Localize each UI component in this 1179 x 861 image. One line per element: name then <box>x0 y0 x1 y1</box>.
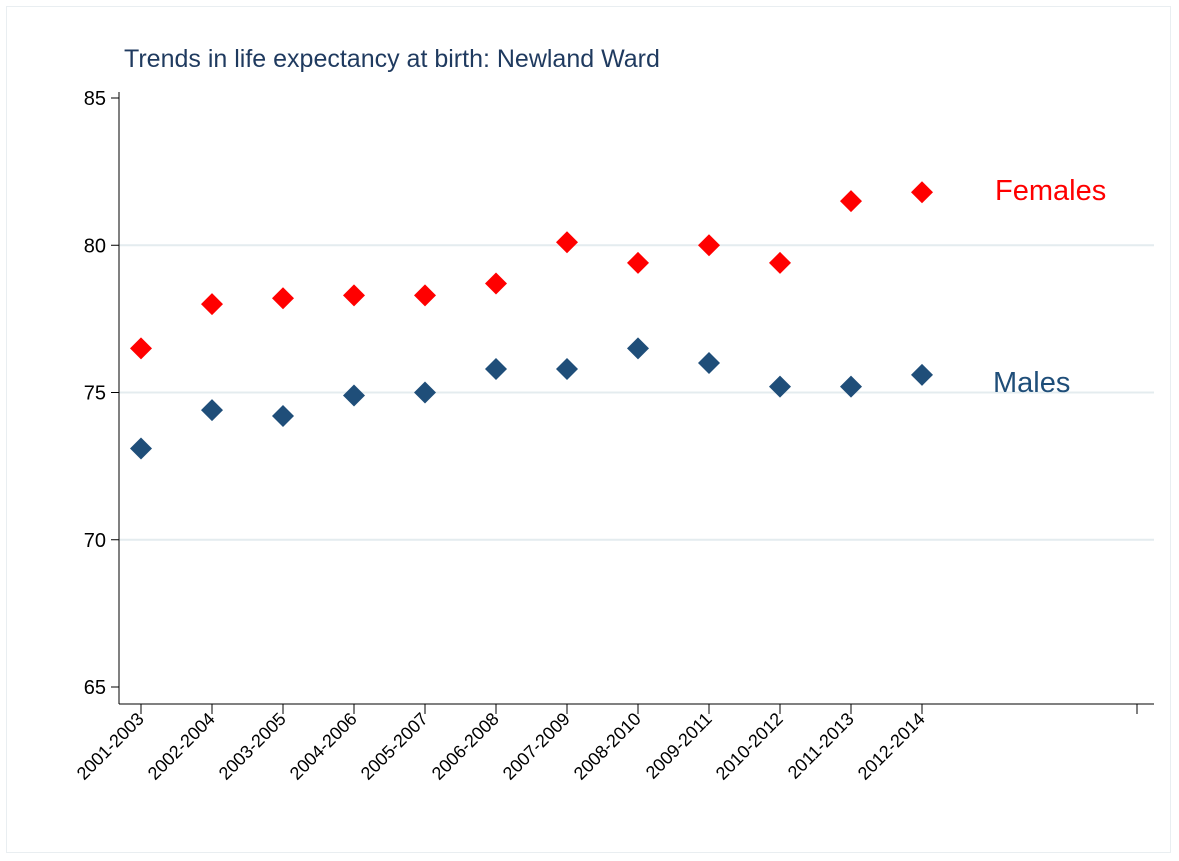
gridlines <box>119 244 1154 541</box>
y-tick-label-85: 85 <box>84 88 106 110</box>
axes <box>118 92 1154 705</box>
point-females-2007-2009 <box>556 231 578 254</box>
point-females-2002-2004 <box>201 293 223 316</box>
series-label-females: Females <box>995 175 1106 207</box>
x-tick-label-2008-2010: 2008-2010 <box>570 709 645 784</box>
x-axis-ticks: 2001-20032002-20042003-20052004-20062005… <box>73 704 1138 784</box>
y-tick-label-80: 80 <box>84 235 106 257</box>
y-axis-ticks: 65 70 75 80 85 <box>84 88 119 699</box>
point-males-2012-2014 <box>911 363 933 386</box>
x-tick-label-2010-2012: 2010-2012 <box>712 709 787 784</box>
point-females-2001-2003 <box>130 337 152 360</box>
chart-frame <box>6 6 1171 853</box>
chart-title: Trends in life expectancy at birth: Newl… <box>124 45 660 73</box>
data-points <box>130 181 933 460</box>
point-females-2012-2014 <box>911 181 933 204</box>
x-tick-label-2001-2003: 2001-2003 <box>73 709 148 784</box>
x-tick-label-2005-2007: 2005-2007 <box>357 709 432 784</box>
point-females-2010-2012 <box>769 251 791 274</box>
point-males-2006-2008 <box>485 357 507 380</box>
point-females-2008-2010 <box>627 251 649 274</box>
point-females-2009-2011 <box>698 234 720 257</box>
x-tick-label-2007-2009: 2007-2009 <box>499 709 574 784</box>
point-females-2004-2006 <box>343 284 365 307</box>
point-males-2011-2013 <box>840 375 862 398</box>
x-tick-label-2006-2008: 2006-2008 <box>428 709 503 784</box>
point-females-2003-2005 <box>272 287 294 310</box>
series-labels: Females Males <box>993 175 1106 399</box>
point-males-2010-2012 <box>769 375 791 398</box>
point-males-2008-2010 <box>627 337 649 360</box>
x-tick-label-2004-2006: 2004-2006 <box>286 709 361 784</box>
x-tick-label-2002-2004: 2002-2004 <box>144 709 219 784</box>
y-tick-label-70: 70 <box>84 530 106 552</box>
point-males-2009-2011 <box>698 352 720 375</box>
point-females-2006-2008 <box>485 272 507 295</box>
point-males-2002-2004 <box>201 399 223 422</box>
point-males-2005-2007 <box>414 381 436 404</box>
point-males-2003-2005 <box>272 405 294 428</box>
point-females-2005-2007 <box>414 284 436 307</box>
point-females-2011-2013 <box>840 190 862 213</box>
point-males-2004-2006 <box>343 384 365 407</box>
x-tick-label-2011-2013: 2011-2013 <box>784 709 858 783</box>
x-tick-label-2003-2005: 2003-2005 <box>215 709 290 784</box>
point-males-2007-2009 <box>556 357 578 380</box>
x-tick-label-2009-2011: 2009-2011 <box>642 709 716 783</box>
x-tick-label-2012-2014: 2012-2014 <box>854 709 929 784</box>
series-label-males: Males <box>993 367 1070 399</box>
y-tick-label-65: 65 <box>84 677 106 699</box>
point-males-2001-2003 <box>130 437 152 460</box>
y-tick-label-75: 75 <box>84 383 106 405</box>
